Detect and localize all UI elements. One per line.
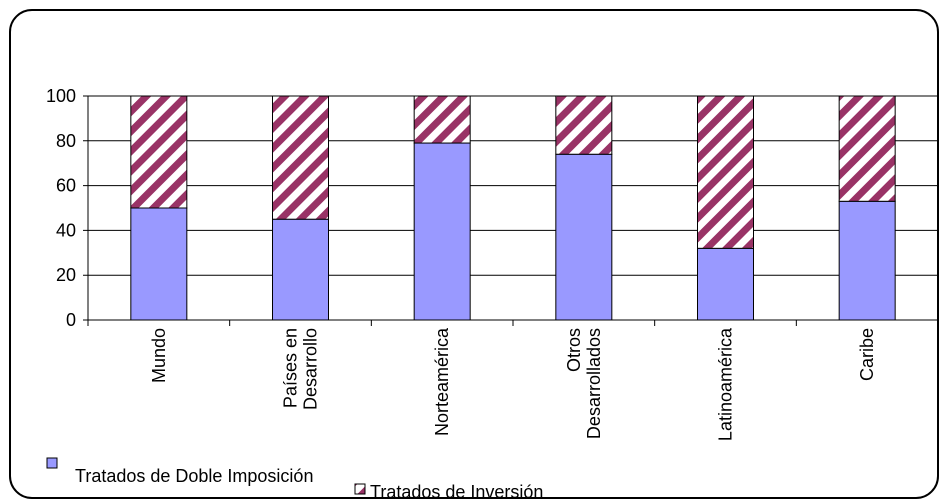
bar-segment bbox=[413, 142, 471, 321]
bar-segment bbox=[272, 95, 329, 220]
x-tick-label: Caribe bbox=[857, 328, 877, 381]
y-tick-label: 60 bbox=[56, 176, 76, 196]
y-tick-label: 0 bbox=[66, 310, 76, 330]
x-tick-label: Norteamérica bbox=[432, 327, 452, 436]
y-tick-label: 80 bbox=[56, 131, 76, 151]
bar-segment bbox=[555, 153, 613, 321]
bar-segment bbox=[413, 95, 471, 144]
legend-label: Tratados de Inversión bbox=[370, 482, 543, 502]
x-tick-label: Países enDesarrollo bbox=[281, 328, 321, 410]
y-tick-label: 40 bbox=[56, 220, 76, 240]
bar-segment bbox=[272, 218, 329, 321]
x-tick-label: Mundo bbox=[149, 328, 169, 383]
x-tick-label: OtrosDesarrollados bbox=[564, 328, 604, 439]
bar-segment bbox=[555, 95, 613, 155]
y-tick-label: 100 bbox=[46, 86, 76, 106]
legend-label: Tratados de Doble Imposición bbox=[75, 466, 313, 486]
bar-segment bbox=[130, 207, 188, 321]
bar-segment bbox=[838, 200, 896, 321]
bar-segment bbox=[130, 95, 188, 209]
legend-swatch bbox=[354, 483, 366, 495]
legend-swatch bbox=[46, 457, 58, 469]
bar-segment bbox=[697, 95, 754, 249]
bar-segment bbox=[838, 95, 896, 202]
bar-segment bbox=[697, 247, 754, 321]
y-tick-label: 20 bbox=[56, 265, 76, 285]
x-tick-label: Latinoamérica bbox=[716, 327, 736, 441]
